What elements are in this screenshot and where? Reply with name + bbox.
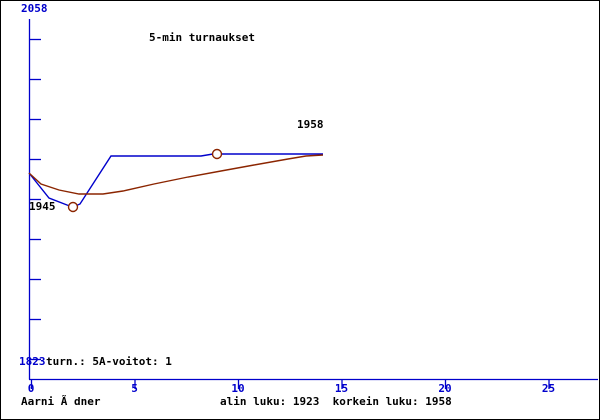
x-axis-tick-label: 15: [334, 382, 349, 395]
chart-title: 5-min turnaukset: [149, 31, 255, 44]
max-value-annotation: 1958: [297, 118, 324, 131]
y-axis-top-label: 2058: [21, 2, 48, 15]
a-wins-stat: A-voitot: 1: [99, 355, 172, 368]
min-max-summary: alin luku: 1923 korkein luku: 1958: [220, 395, 452, 408]
rating-line: [28, 153, 323, 208]
y-axis-bottom-label: 1823: [19, 355, 46, 368]
data-point-marker: [211, 148, 223, 160]
x-axis-tick-label: 25: [541, 382, 556, 395]
data-point-marker: [67, 201, 79, 213]
player-name: Aarni Ã dner: [21, 395, 101, 408]
min-value-annotation: 1945: [29, 200, 56, 213]
x-axis-tick-label: 0: [27, 382, 35, 395]
x-axis-tick-label: 20: [438, 382, 452, 395]
x-axis-tick-label: 10: [231, 382, 245, 395]
trend-line: [28, 154, 324, 195]
x-axis-tick-label: 5: [131, 382, 138, 395]
tournaments-stat: turn.: 5: [46, 355, 99, 368]
